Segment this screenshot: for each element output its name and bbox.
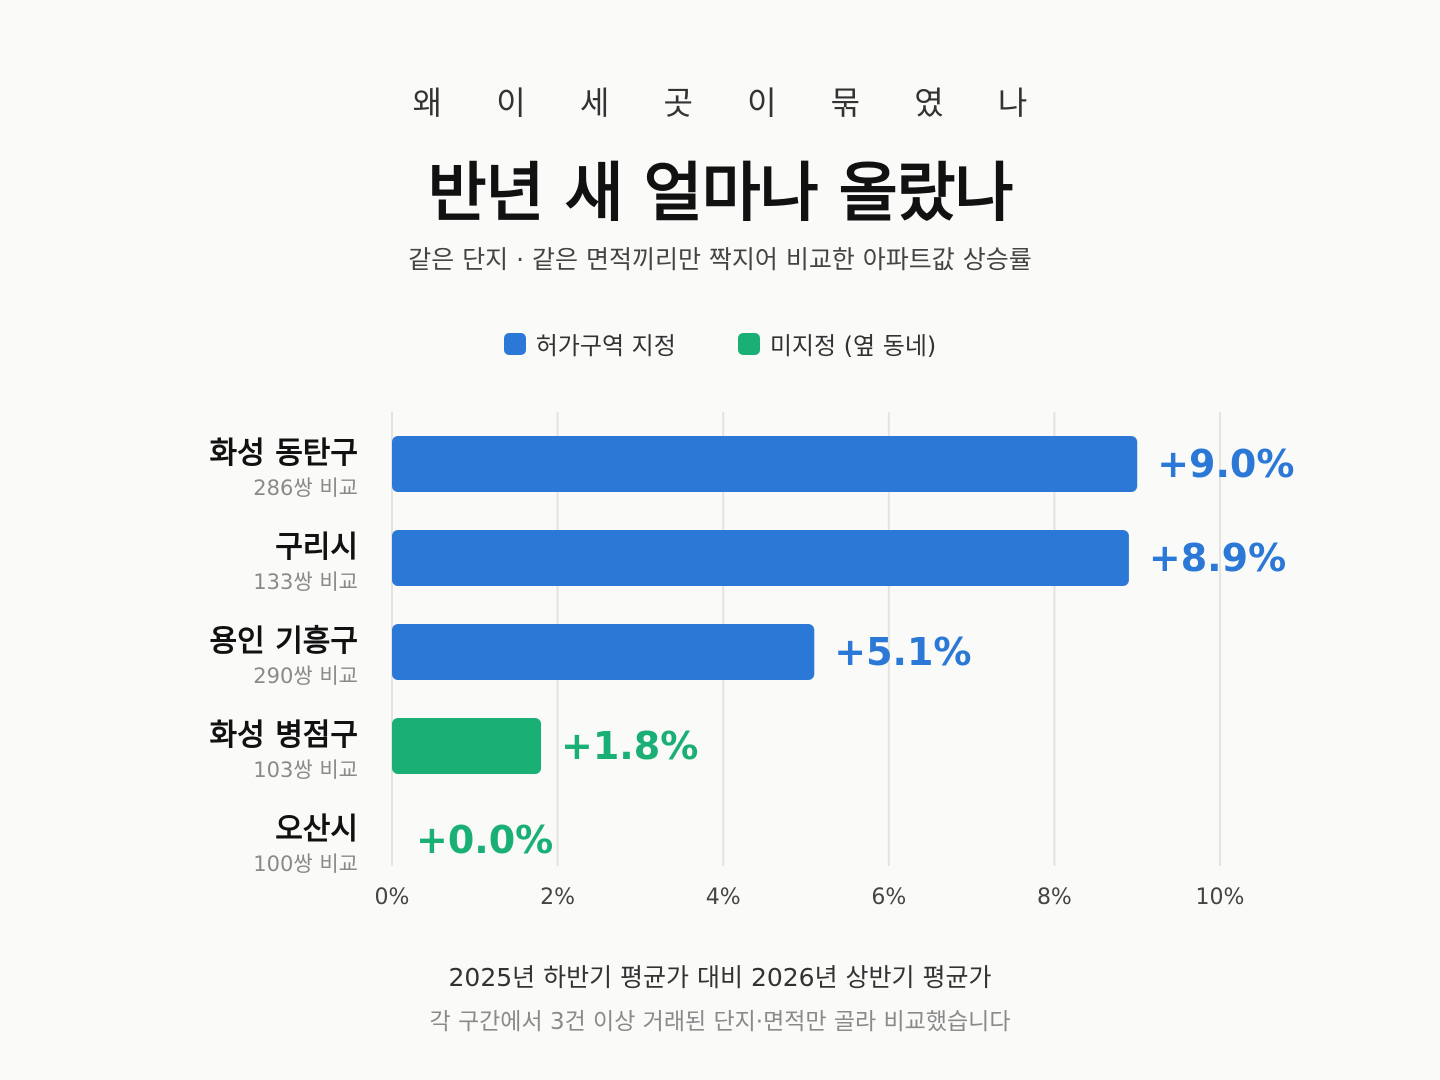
category-sublabel: 100쌍 비교 [253,852,358,876]
category-sublabel: 133쌍 비교 [253,570,358,594]
category-sublabel: 103쌍 비교 [253,758,358,782]
chart-kicker: 왜 이 세 곳 이 묶 였 나 [412,84,1050,122]
legend-label-undesignated: 미지정 (옆 동네) [769,332,937,360]
legend-swatch-designated [503,332,526,355]
data-label: +9.0% [1157,442,1294,486]
legend-item-undesignated: 미지정 (옆 동네) [737,326,937,361]
x-tick-label: 0% [375,885,410,910]
category-sublabel: 290쌍 비교 [253,664,358,688]
bar [392,530,1129,586]
x-tick-label: 6% [871,885,906,910]
bar [392,436,1138,492]
data-label: +8.9% [1149,536,1286,580]
chart-legend: 허가구역 지정 미지정 (옆 동네) [0,326,1440,361]
data-label: +0.0% [416,818,553,862]
bar [392,624,815,680]
legend-swatch-undesignated [737,332,760,355]
x-tick-label: 10% [1196,885,1245,910]
chart-title: 반년 새 얼마나 올랐나 [427,157,1014,231]
category-label: 화성 병점구 [210,718,358,753]
category-sublabel: 286쌍 비교 [253,476,358,500]
legend-label-designated: 허가구역 지정 [535,332,676,360]
legend-item-designated: 허가구역 지정 [503,326,676,361]
x-tick-label: 4% [706,885,741,910]
category-label: 구리시 [275,530,358,565]
category-label: 화성 동탄구 [210,436,358,471]
footer-note-period: 2025년 하반기 평균가 대비 2026년 상반기 평균가 [448,963,992,992]
x-tick-label: 8% [1037,885,1072,910]
category-label: 용인 기흥구 [210,624,358,659]
data-label: +5.1% [834,630,971,674]
x-tick-label: 2% [540,885,575,910]
chart-subtitle: 같은 단지 · 같은 면적끼리만 짝지어 비교한 아파트값 상승률 [408,245,1032,274]
bar [392,718,542,774]
footer-note-method: 각 구간에서 3건 이상 거래된 단지·면적만 골라 비교했습니다 [429,1009,1011,1035]
category-label: 오산시 [275,812,358,847]
data-label: +1.8% [561,724,698,768]
